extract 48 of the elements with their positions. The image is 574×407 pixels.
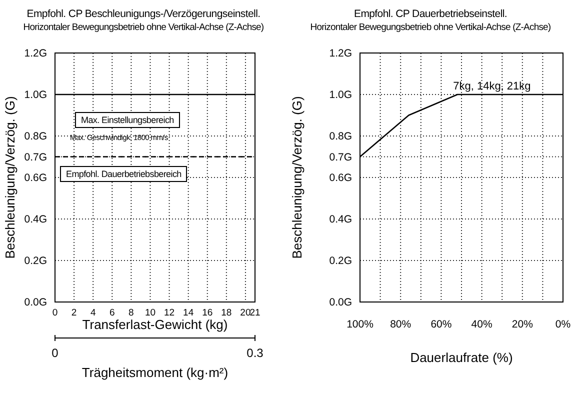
x-tick-label: 100% bbox=[346, 318, 374, 330]
y-tick-label: 1.2G bbox=[329, 48, 352, 60]
chart-subtitle: Horizontaler Bewegungsbetrieb ohne Vertikal-Achse (Z-Achse) bbox=[309, 22, 552, 33]
x2-tick-label: 0 bbox=[52, 346, 59, 360]
x-tick-label: 16 bbox=[202, 308, 213, 319]
y-tick-label: 1.2G bbox=[24, 48, 47, 60]
annotation: 7kg, 14kg, 21kg bbox=[453, 80, 531, 92]
y-tick-label: 0.2G bbox=[24, 255, 47, 268]
x-tick-label: 21 bbox=[250, 308, 260, 319]
y-tick-label: 0.8G bbox=[329, 130, 352, 143]
y-tick-label: 0.7G bbox=[329, 151, 352, 164]
x-axis-title: Dauerlaufrate (%) bbox=[410, 350, 513, 365]
x-tick-label: 2 bbox=[71, 308, 77, 319]
x-tick-label: 20 bbox=[240, 308, 251, 319]
x-tick-label: 12 bbox=[164, 308, 175, 319]
annotation: Empfohl. Dauerbetriebsbereich bbox=[60, 166, 188, 182]
x-tick-label: 4 bbox=[90, 308, 96, 319]
x-tick-label: 6 bbox=[109, 308, 115, 319]
x-tick-label: 0 bbox=[52, 308, 58, 319]
y-tick-label: 0.0G bbox=[329, 296, 352, 309]
y-tick-label: 0.8G bbox=[24, 130, 47, 143]
x-tick-label: 60% bbox=[430, 318, 452, 330]
y-axis-title: Beschleunigung/Verzög. (G) bbox=[290, 96, 305, 259]
x2-axis-title: Trägheitsmoment (kg·m²) bbox=[82, 365, 228, 380]
y-tick-label: 0.0G bbox=[24, 296, 47, 309]
x-tick-label: 14 bbox=[183, 308, 194, 319]
chart-title: Empfohl. CP Dauerbetriebseinstell. bbox=[352, 8, 508, 20]
y-tick-label: 0.4G bbox=[329, 214, 352, 226]
x-tick-label: 20% bbox=[512, 318, 533, 330]
y-tick-label: 1.0G bbox=[329, 89, 352, 102]
y-tick-label: 0.4G bbox=[24, 214, 47, 226]
x2-tick-label: 0.3 bbox=[246, 346, 264, 360]
y-tick-label: 0.6G bbox=[24, 172, 47, 184]
annotation: Max. Einstellungsbereich bbox=[75, 112, 180, 128]
y-tick-label: 0.6G bbox=[329, 172, 352, 184]
x-tick-label: 18 bbox=[221, 308, 232, 319]
x-tick-label: 10 bbox=[144, 308, 156, 319]
x-axis-title: Transferlast-Gewicht (kg) bbox=[82, 317, 228, 332]
y-tick-label: 1.0G bbox=[24, 89, 47, 102]
x-tick-label: 8 bbox=[128, 308, 134, 319]
y-tick-label: 0.2G bbox=[329, 255, 352, 268]
chart-title: Empfohl. CP Beschleunigungs-/Verzögerungseinstell. bbox=[26, 8, 262, 20]
x-tick-label: 0% bbox=[555, 318, 571, 330]
chart-subtitle: Horizontaler Bewegungsbetrieb ohne Vertikal-Achse (Z-Achse) bbox=[22, 22, 265, 33]
y-tick-label: 0.7G bbox=[24, 151, 47, 164]
x-tick-label: 40% bbox=[471, 318, 492, 330]
y-axis-title: Beschleunigung/Verzög. (G) bbox=[2, 96, 18, 259]
x-tick-label: 80% bbox=[390, 318, 412, 330]
